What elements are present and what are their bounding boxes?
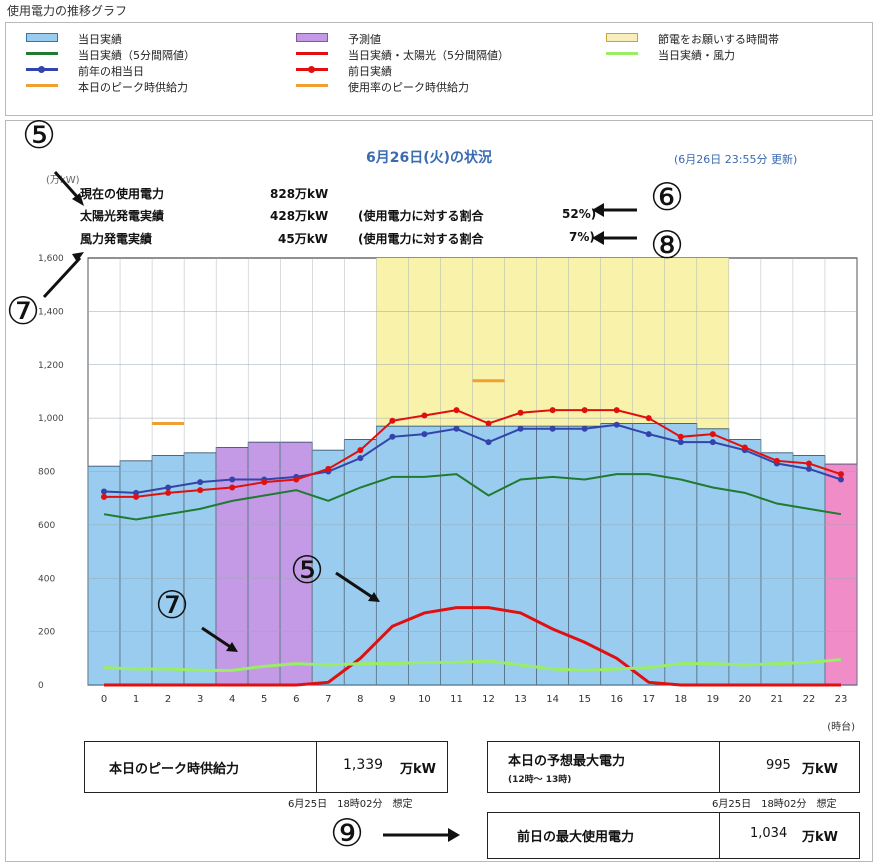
legend-dot (38, 66, 45, 73)
legend-swatch (26, 66, 58, 73)
solar-ratio-value: 52%) (562, 207, 597, 221)
legend-swatch (606, 52, 638, 55)
annotation-6: ⑥ (650, 175, 685, 219)
legend-swatch (296, 52, 328, 55)
prev-max-value: 1,034 (750, 826, 788, 841)
panel-title: 使用電力の推移グラフ (7, 4, 128, 18)
legend-dot (308, 66, 315, 73)
legend-label: 前日実績 (348, 65, 392, 78)
forecast-unit: 万kW (802, 762, 838, 777)
peak-supply-box: 本日のピーク時供給力 1,339 万kW (84, 741, 448, 793)
chart-title: 6月26日(火)の状況 (366, 150, 493, 166)
legend-label: 当日実績・風力 (658, 49, 735, 62)
prev-max-unit: 万kW (802, 830, 838, 845)
prev-max-box: 前日の最大使用電力 1,034 万kW (487, 812, 860, 859)
solar-label: 太陽光発電実績 (80, 209, 165, 223)
wind-label: 風力発電実績 (80, 232, 153, 246)
current-usage-label: 現在の使用電力 (80, 187, 165, 201)
unit-label: (万kW) (46, 175, 80, 186)
wind-ratio-label: (使用電力に対する割合 (358, 232, 484, 246)
legend-label: 本日のピーク時供給力 (78, 81, 188, 94)
legend-swatch (26, 52, 58, 55)
legend: 当日実績当日実績（5分間隔値） 前年の相当日本日のピーク時供給力 予測値当日実績・太… (5, 22, 873, 116)
peak-supply-label: 本日のピーク時供給力 (109, 762, 240, 777)
annotation-8: ⑧ (650, 223, 685, 267)
legend-swatch (26, 84, 58, 87)
legend-swatch (296, 66, 328, 73)
legend-label: 当日実績 (78, 33, 122, 46)
legend-swatch (296, 33, 328, 42)
solar-ratio-label: (使用電力に対する割合 (358, 209, 484, 223)
legend-label: 節電をお願いする時間帯 (658, 33, 779, 46)
annotation-7-left: ⑦ (6, 289, 41, 333)
update-time: (6月26日 23:55分 更新) (674, 153, 798, 166)
forecast-label: 本日の予想最大電力 (508, 754, 626, 769)
current-usage-value: 828万kW (270, 187, 329, 201)
forecast-box: 本日の予想最大電力 (12時～ 13時) 995 万kW (487, 741, 860, 793)
legend-label: 当日実績（5分間隔値） (78, 49, 195, 62)
annotation-9: ⑨ (330, 811, 365, 855)
forecast-sub: (12時～ 13時) (508, 775, 572, 785)
peak-supply-unit: 万kW (400, 762, 436, 777)
legend-swatch (296, 84, 328, 87)
wind-ratio-value: 7%) (569, 230, 595, 244)
peak-supply-value: 1,339 (343, 757, 384, 773)
solar-value: 428万kW (270, 209, 329, 223)
legend-swatch (26, 33, 58, 42)
legend-label: 予測値 (348, 33, 381, 46)
legend-swatch (606, 33, 638, 42)
legend-label: 当日実績・太陽光（5分間隔値） (348, 49, 509, 62)
annotation-5-top: ⑤ (22, 113, 57, 157)
annotation-5-chart: ⑤ (290, 548, 325, 592)
annotation-7-chart: ⑦ (155, 583, 190, 627)
legend-label: 使用率のピーク時供給力 (348, 81, 469, 94)
peak-supply-note: 6月25日 18時02分 想定 (288, 799, 413, 810)
forecast-value: 995 (766, 758, 791, 773)
legend-label: 前年の相当日 (78, 65, 144, 78)
forecast-note: 6月25日 18時02分 想定 (712, 799, 837, 810)
wind-value: 45万kW (278, 232, 328, 246)
prev-max-label: 前日の最大使用電力 (517, 830, 635, 845)
